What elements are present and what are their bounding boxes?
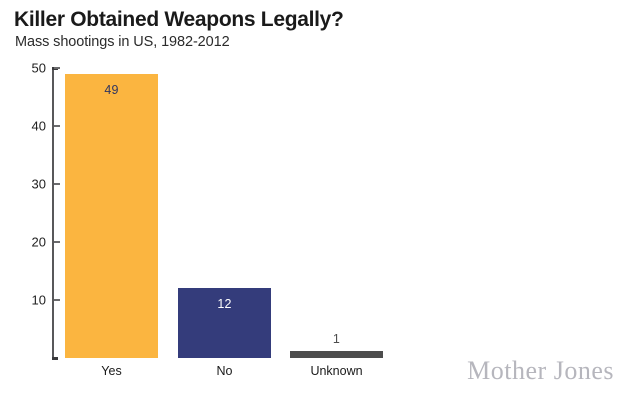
attribution-logo: Mother Jones xyxy=(467,356,614,385)
bar-unknown: 1 xyxy=(290,332,383,358)
y-tick-label: 40 xyxy=(31,118,46,134)
y-tick-label: 30 xyxy=(31,176,46,192)
bar-value-label: 49 xyxy=(104,82,119,97)
chart-title: Killer Obtained Weapons Legally? xyxy=(14,8,344,31)
y-tick-label: 20 xyxy=(31,234,46,250)
y-tick-mark xyxy=(54,183,60,185)
y-axis-line xyxy=(52,68,54,360)
y-tick-label: 10 xyxy=(31,292,46,308)
y-tick-mark xyxy=(54,299,60,301)
y-tick-mark xyxy=(54,125,60,127)
category-label-no: No xyxy=(216,364,233,378)
category-label-unknown: Unknown xyxy=(310,364,363,378)
bar-value-label: 12 xyxy=(217,297,232,312)
y-tick-mark xyxy=(54,67,60,69)
bar-no: 12 xyxy=(178,288,271,358)
y-tick-mark xyxy=(54,241,60,243)
bar-value-label: 1 xyxy=(332,332,341,346)
y-tick-label: 50 xyxy=(31,60,46,76)
y-axis-bottom-cap xyxy=(52,357,58,360)
category-label-yes: Yes xyxy=(101,364,122,378)
chart-subtitle: Mass shootings in US, 1982-2012 xyxy=(15,34,230,50)
bar-yes: 49 xyxy=(65,73,158,358)
